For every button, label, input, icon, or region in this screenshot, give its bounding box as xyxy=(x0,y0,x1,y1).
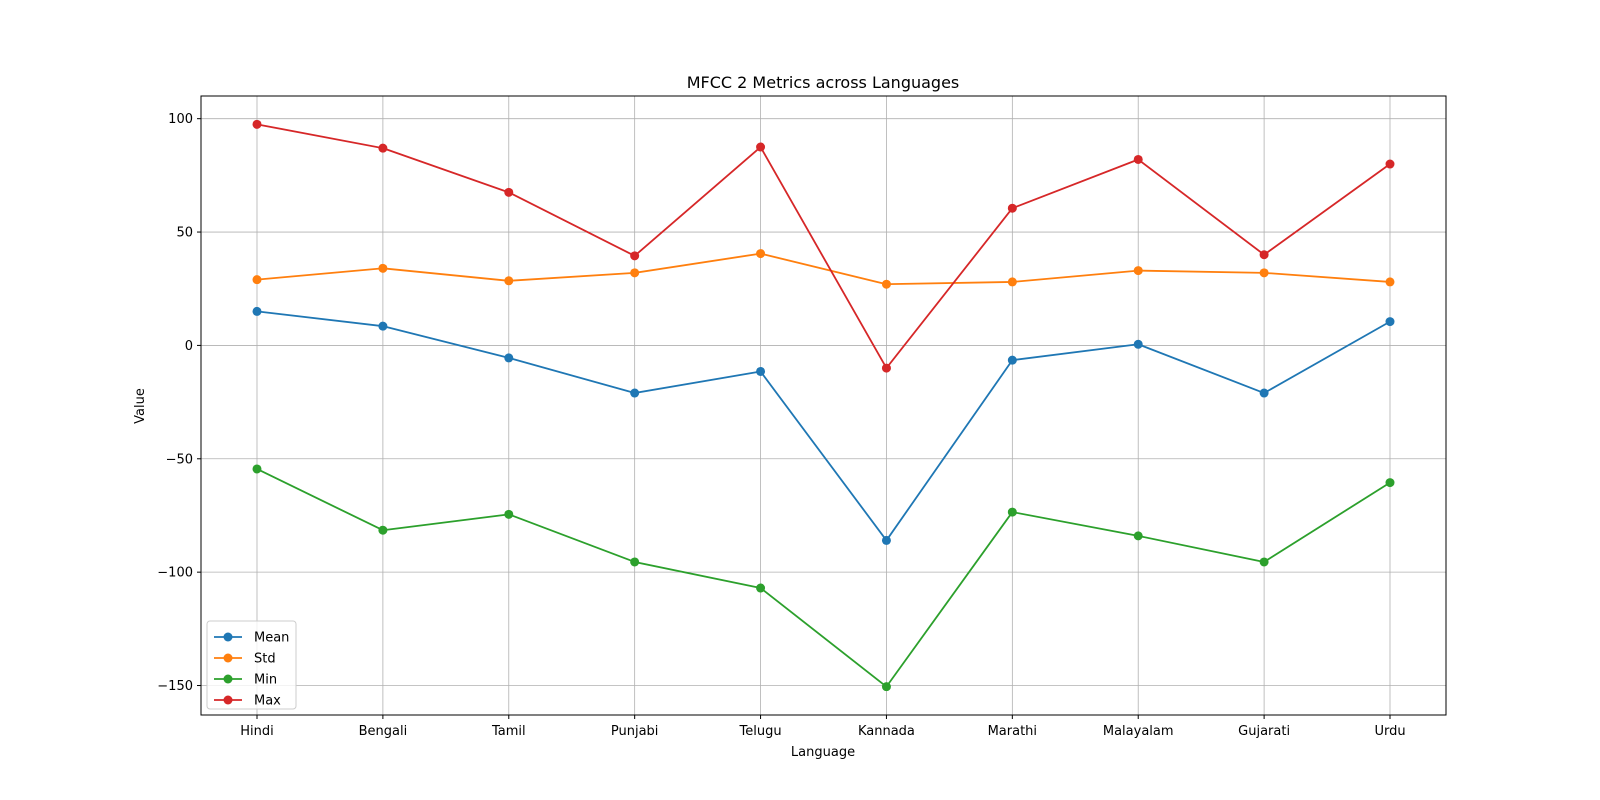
ticks: Hindi Bengali Tamil Punjabi Telugu Kannada Mar… xyxy=(157,112,1405,739)
x-tick-label: Bengali xyxy=(359,724,408,739)
data-point xyxy=(1133,339,1143,349)
series-max xyxy=(252,119,1395,373)
legend-label: Min xyxy=(254,673,277,688)
data-point xyxy=(378,143,388,153)
data-point xyxy=(252,119,262,129)
legend-marker xyxy=(223,632,233,642)
series-line xyxy=(256,252,1391,286)
data-point xyxy=(1007,507,1017,517)
data-point xyxy=(630,388,640,398)
legend-box xyxy=(206,620,297,710)
series-mean xyxy=(252,306,1395,545)
legend-entry-std: Std xyxy=(214,652,276,667)
data-point xyxy=(1259,388,1269,398)
x-tick-label: Hindi xyxy=(240,724,274,739)
data-point xyxy=(630,251,640,261)
data-point xyxy=(881,682,891,692)
y-tick-label: −150 xyxy=(157,679,193,694)
data-point xyxy=(1007,355,1017,365)
legend-label: Mean xyxy=(254,631,289,646)
data-point xyxy=(1385,159,1395,169)
x-tick-label: Telugu xyxy=(739,724,782,739)
data-point xyxy=(504,353,514,363)
data-point xyxy=(378,525,388,535)
data-point xyxy=(1385,478,1395,488)
data-point xyxy=(1007,277,1017,287)
series-layer xyxy=(252,119,1395,692)
chart-title: MFCC 2 Metrics across Languages xyxy=(687,73,960,92)
data-point xyxy=(252,464,262,474)
grid xyxy=(201,96,1446,715)
x-tick-label: Gujarati xyxy=(1238,724,1290,739)
legend-label: Max xyxy=(254,694,281,709)
data-point xyxy=(881,279,891,289)
data-point xyxy=(504,276,514,286)
legend-marker xyxy=(223,653,233,663)
data-point xyxy=(252,306,262,316)
data-point xyxy=(630,268,640,278)
data-point xyxy=(1385,277,1395,287)
data-point xyxy=(504,187,514,197)
x-tick-label: Malayalam xyxy=(1103,724,1174,739)
y-tick-label: −100 xyxy=(157,566,193,581)
series-std xyxy=(252,249,1395,289)
data-point xyxy=(504,509,514,519)
legend-entry-max: Max xyxy=(214,694,281,709)
x-tick-label: Marathi xyxy=(988,724,1037,739)
data-point xyxy=(1259,557,1269,567)
data-point xyxy=(630,557,640,567)
data-point xyxy=(756,142,766,152)
x-tick-label: Punjabi xyxy=(611,724,659,739)
y-tick-label: 0 xyxy=(185,339,193,354)
series-line xyxy=(256,310,1391,542)
data-point xyxy=(252,275,262,285)
y-tick-label: 100 xyxy=(168,112,193,127)
data-point xyxy=(1007,203,1017,213)
series-line xyxy=(256,123,1391,369)
y-tick-label: −50 xyxy=(166,452,193,467)
legend-marker xyxy=(223,695,233,705)
legend-entry-min: Min xyxy=(214,673,277,688)
legend: Mean Std Min Max xyxy=(206,620,297,710)
y-axis-label: Value xyxy=(133,388,148,424)
data-point xyxy=(881,363,891,373)
data-point xyxy=(1259,268,1269,278)
series-min xyxy=(252,464,1395,692)
data-point xyxy=(378,321,388,331)
legend-label: Std xyxy=(254,652,276,667)
legend-entry-mean: Mean xyxy=(214,631,289,646)
data-point xyxy=(1385,317,1395,327)
data-point xyxy=(1259,250,1269,260)
data-point xyxy=(1133,531,1143,541)
x-tick-label: Urdu xyxy=(1374,724,1405,739)
x-tick-label: Kannada xyxy=(858,724,915,739)
series-line xyxy=(256,468,1391,688)
y-tick-label: 50 xyxy=(176,226,193,241)
data-point xyxy=(756,249,766,259)
data-point xyxy=(756,366,766,376)
data-point xyxy=(378,263,388,273)
x-tick-label: Tamil xyxy=(491,724,526,739)
plot-frame xyxy=(200,95,1447,716)
data-point xyxy=(1133,154,1143,164)
data-point xyxy=(881,535,891,545)
data-point xyxy=(1133,266,1143,276)
legend-marker xyxy=(223,674,233,684)
data-point xyxy=(756,583,766,593)
x-axis-label: Language xyxy=(791,745,855,760)
